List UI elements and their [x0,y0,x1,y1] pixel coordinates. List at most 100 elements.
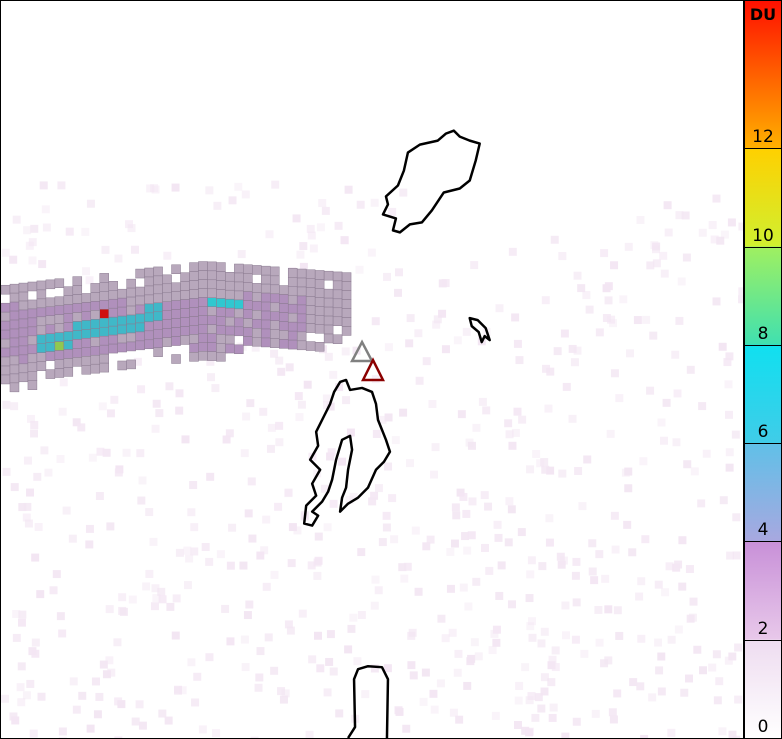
noise-pixel [318,199,327,208]
noise-pixel [171,631,180,640]
noise-pixel [245,600,254,609]
noise-pixel [648,693,657,702]
noise-pixel [610,511,619,520]
background-noise-pixels [1,180,743,738]
plume-pixel [153,311,163,322]
plume-pixel [135,331,145,342]
noise-pixel [57,181,66,190]
noise-pixel [534,693,543,702]
noise-pixel [371,575,380,584]
noise-pixel [142,582,151,591]
plume-pixel [323,324,334,335]
plume-pixel [81,320,92,330]
noise-pixel [507,505,516,514]
plume-pixel [279,294,289,304]
plume-pixel [117,324,127,335]
noise-pixel [725,448,734,457]
noise-pixel [551,663,560,672]
noise-pixel [335,709,344,718]
plume-pixel [144,303,154,314]
noise-pixel [151,584,160,593]
noise-pixel [635,592,644,601]
noise-pixel [430,470,438,479]
plume-pixel [216,271,226,281]
plume-pixel [117,297,127,308]
plume-pixel [45,315,56,325]
noise-pixel [255,673,264,682]
plume-pixel [144,285,154,296]
noise-pixel [594,605,603,614]
noise-pixel [738,222,743,231]
noise-pixel [400,574,409,583]
noise-pixel [136,449,145,458]
noise-pixel [18,610,27,619]
noise-pixel [732,513,741,522]
plume-pixel [72,321,83,331]
noise-pixel [472,423,481,432]
plume-pixel [296,295,307,306]
noise-pixel [33,472,42,481]
plume-pixel [27,380,38,390]
noise-pixel [9,712,18,721]
plume-pixel [341,308,352,318]
noise-pixel [538,562,547,571]
noise-pixel [540,673,549,682]
plume-pixel [9,373,20,384]
noise-pixel [546,466,555,475]
plume-pixel [36,352,47,362]
noise-pixel [316,664,325,673]
plume-pixel [261,265,271,276]
plume-pixel [332,334,343,344]
noise-pixel [449,708,458,717]
noise-pixel [323,523,332,532]
noise-pixel [189,481,198,490]
noise-pixel [657,687,666,696]
noise-pixel [465,438,474,447]
noise-pixel [659,251,668,260]
noise-pixel [216,550,225,559]
plume-pixel [72,312,83,322]
noise-pixel [681,211,690,220]
plume-pixel [270,275,280,286]
plume-pixel [126,332,136,343]
noise-pixel [493,520,502,529]
plume-pixel [90,328,100,338]
noise-pixel [131,717,140,726]
noise-pixel [452,511,461,520]
noise-pixel [102,670,111,679]
plume-pixel [234,281,244,292]
noise-pixel [361,690,370,699]
noise-pixel [663,201,672,210]
plume-pixel [162,283,172,294]
plume-pixel [270,266,280,277]
plume-pixel [81,338,92,348]
noise-pixel [270,570,279,579]
plume-pixel [81,347,92,357]
noise-pixel [437,614,446,623]
noise-pixel [240,449,249,458]
noise-pixel [649,331,658,340]
noise-pixel [624,467,633,476]
noise-pixel [728,730,737,738]
noise-pixel [23,456,32,465]
plume-pixel [305,323,316,333]
noise-pixel [31,553,40,562]
noise-pixel [335,383,344,392]
noise-pixel [222,435,231,444]
plume-pixel [171,282,181,292]
noise-pixel [384,462,393,471]
noise-pixel [213,201,222,210]
noise-pixel [619,295,628,304]
plume-pixel [153,302,163,313]
noise-pixel [279,695,288,704]
noise-pixel [712,650,721,659]
noise-pixel [571,571,580,580]
noise-pixel [713,696,722,705]
plume-pixel [72,276,83,286]
noise-pixel [355,265,364,274]
plume-pixel [180,299,190,309]
noise-pixel [690,467,699,476]
noise-pixel [521,726,530,735]
noise-pixel [306,224,315,233]
noise-pixel [368,497,377,506]
